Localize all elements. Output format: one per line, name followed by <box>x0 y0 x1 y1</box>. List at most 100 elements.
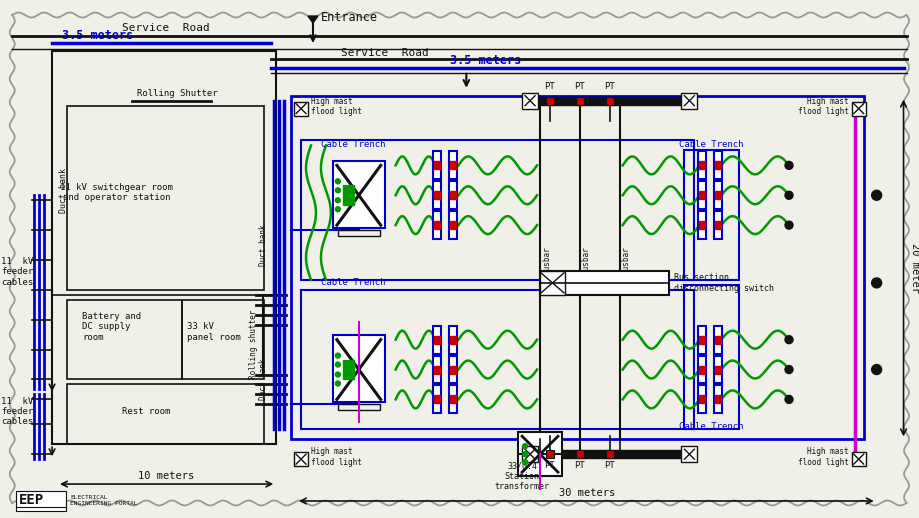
Text: 20 meter: 20 meter <box>910 243 919 293</box>
Bar <box>517 433 562 476</box>
Text: EEP: EEP <box>19 493 44 507</box>
Bar <box>333 335 384 402</box>
Bar <box>67 300 181 380</box>
Circle shape <box>335 362 340 367</box>
Circle shape <box>784 395 792 404</box>
Bar <box>851 452 865 466</box>
Circle shape <box>335 372 340 377</box>
Text: Cable Trench: Cable Trench <box>321 140 385 150</box>
Circle shape <box>870 365 880 375</box>
Bar <box>434 191 440 199</box>
Bar <box>681 446 697 462</box>
Bar <box>351 359 354 380</box>
Circle shape <box>784 162 792 169</box>
Bar <box>713 211 721 239</box>
Circle shape <box>522 444 527 449</box>
Bar <box>698 366 705 373</box>
Text: Rolling Shutter: Rolling Shutter <box>137 89 217 98</box>
Circle shape <box>784 336 792 343</box>
Text: Bus section
disconnecting switch: Bus section disconnecting switch <box>674 273 774 293</box>
Bar <box>522 446 538 462</box>
Bar <box>346 359 347 380</box>
Bar <box>433 211 441 239</box>
Bar <box>346 185 347 205</box>
Bar <box>348 185 350 205</box>
Bar <box>433 385 441 413</box>
Bar <box>337 405 380 410</box>
Text: PT: PT <box>573 461 584 470</box>
Bar <box>698 191 705 199</box>
Bar <box>433 355 441 383</box>
Text: 33/0.4
Station
transformer: 33/0.4 Station transformer <box>494 461 549 491</box>
Bar <box>684 150 738 280</box>
Bar <box>434 221 440 229</box>
Bar <box>698 395 705 404</box>
Bar <box>522 93 538 109</box>
Bar <box>450 221 456 229</box>
Bar <box>448 211 457 239</box>
Bar <box>450 336 456 343</box>
Bar <box>434 162 440 169</box>
Bar <box>713 181 721 209</box>
Bar <box>67 106 264 290</box>
Bar <box>851 102 865 116</box>
Circle shape <box>335 179 340 184</box>
Bar <box>448 355 457 383</box>
Bar <box>290 96 863 439</box>
Text: 30 meters: 30 meters <box>558 488 614 498</box>
Bar <box>433 326 441 354</box>
Text: Battery and
DC supply
room: Battery and DC supply room <box>82 312 141 342</box>
Bar <box>605 450 613 458</box>
Bar <box>450 162 456 169</box>
Bar <box>698 151 706 179</box>
Bar <box>434 395 440 404</box>
Bar <box>301 290 694 429</box>
Bar <box>448 181 457 209</box>
Text: Service  Road: Service Road <box>341 48 428 58</box>
Bar <box>713 151 721 179</box>
Bar <box>715 221 720 229</box>
Bar <box>343 185 345 205</box>
Bar <box>545 450 553 458</box>
Bar <box>433 151 441 179</box>
Text: Busbar: Busbar <box>541 246 550 274</box>
Bar <box>52 51 276 444</box>
Text: PT: PT <box>604 82 615 91</box>
Polygon shape <box>308 16 318 23</box>
Bar <box>17 491 66 511</box>
Text: Cable Trench: Cable Trench <box>679 422 743 431</box>
Bar <box>698 221 705 229</box>
Text: 10 meters: 10 meters <box>139 471 195 481</box>
Text: High mast
flood light: High mast flood light <box>797 448 848 467</box>
Circle shape <box>784 221 792 229</box>
Text: Rolling shutter: Rolling shutter <box>249 310 258 379</box>
Bar <box>698 211 706 239</box>
Bar <box>433 181 441 209</box>
Circle shape <box>784 191 792 199</box>
Text: Duct bank: Duct bank <box>259 224 268 266</box>
Text: High mast
flood light: High mast flood light <box>311 97 361 117</box>
Text: Cable Trench: Cable Trench <box>321 278 385 287</box>
Bar <box>715 366 720 373</box>
Bar <box>539 271 564 295</box>
Bar <box>698 355 706 383</box>
Bar <box>715 395 720 404</box>
Circle shape <box>870 190 880 200</box>
Text: Entrance: Entrance <box>321 11 378 24</box>
Bar <box>684 285 738 429</box>
Bar <box>294 452 308 466</box>
Text: Duct bank: Duct bank <box>59 168 68 213</box>
Bar <box>333 161 384 228</box>
Circle shape <box>522 459 527 465</box>
Text: PT: PT <box>544 461 555 470</box>
Bar <box>698 181 706 209</box>
Circle shape <box>870 278 880 288</box>
Text: 33 kV
panel room: 33 kV panel room <box>187 322 240 342</box>
Text: 3.5 meters: 3.5 meters <box>62 29 133 42</box>
Text: Busbar: Busbar <box>621 246 630 274</box>
Text: ELECTRICAL
ENGINEERING PORTAL: ELECTRICAL ENGINEERING PORTAL <box>70 495 137 506</box>
Bar <box>301 140 694 280</box>
Bar <box>713 326 721 354</box>
Bar <box>348 359 350 380</box>
Text: 11 kV switchgear room
and operator station: 11 kV switchgear room and operator stati… <box>61 183 173 202</box>
